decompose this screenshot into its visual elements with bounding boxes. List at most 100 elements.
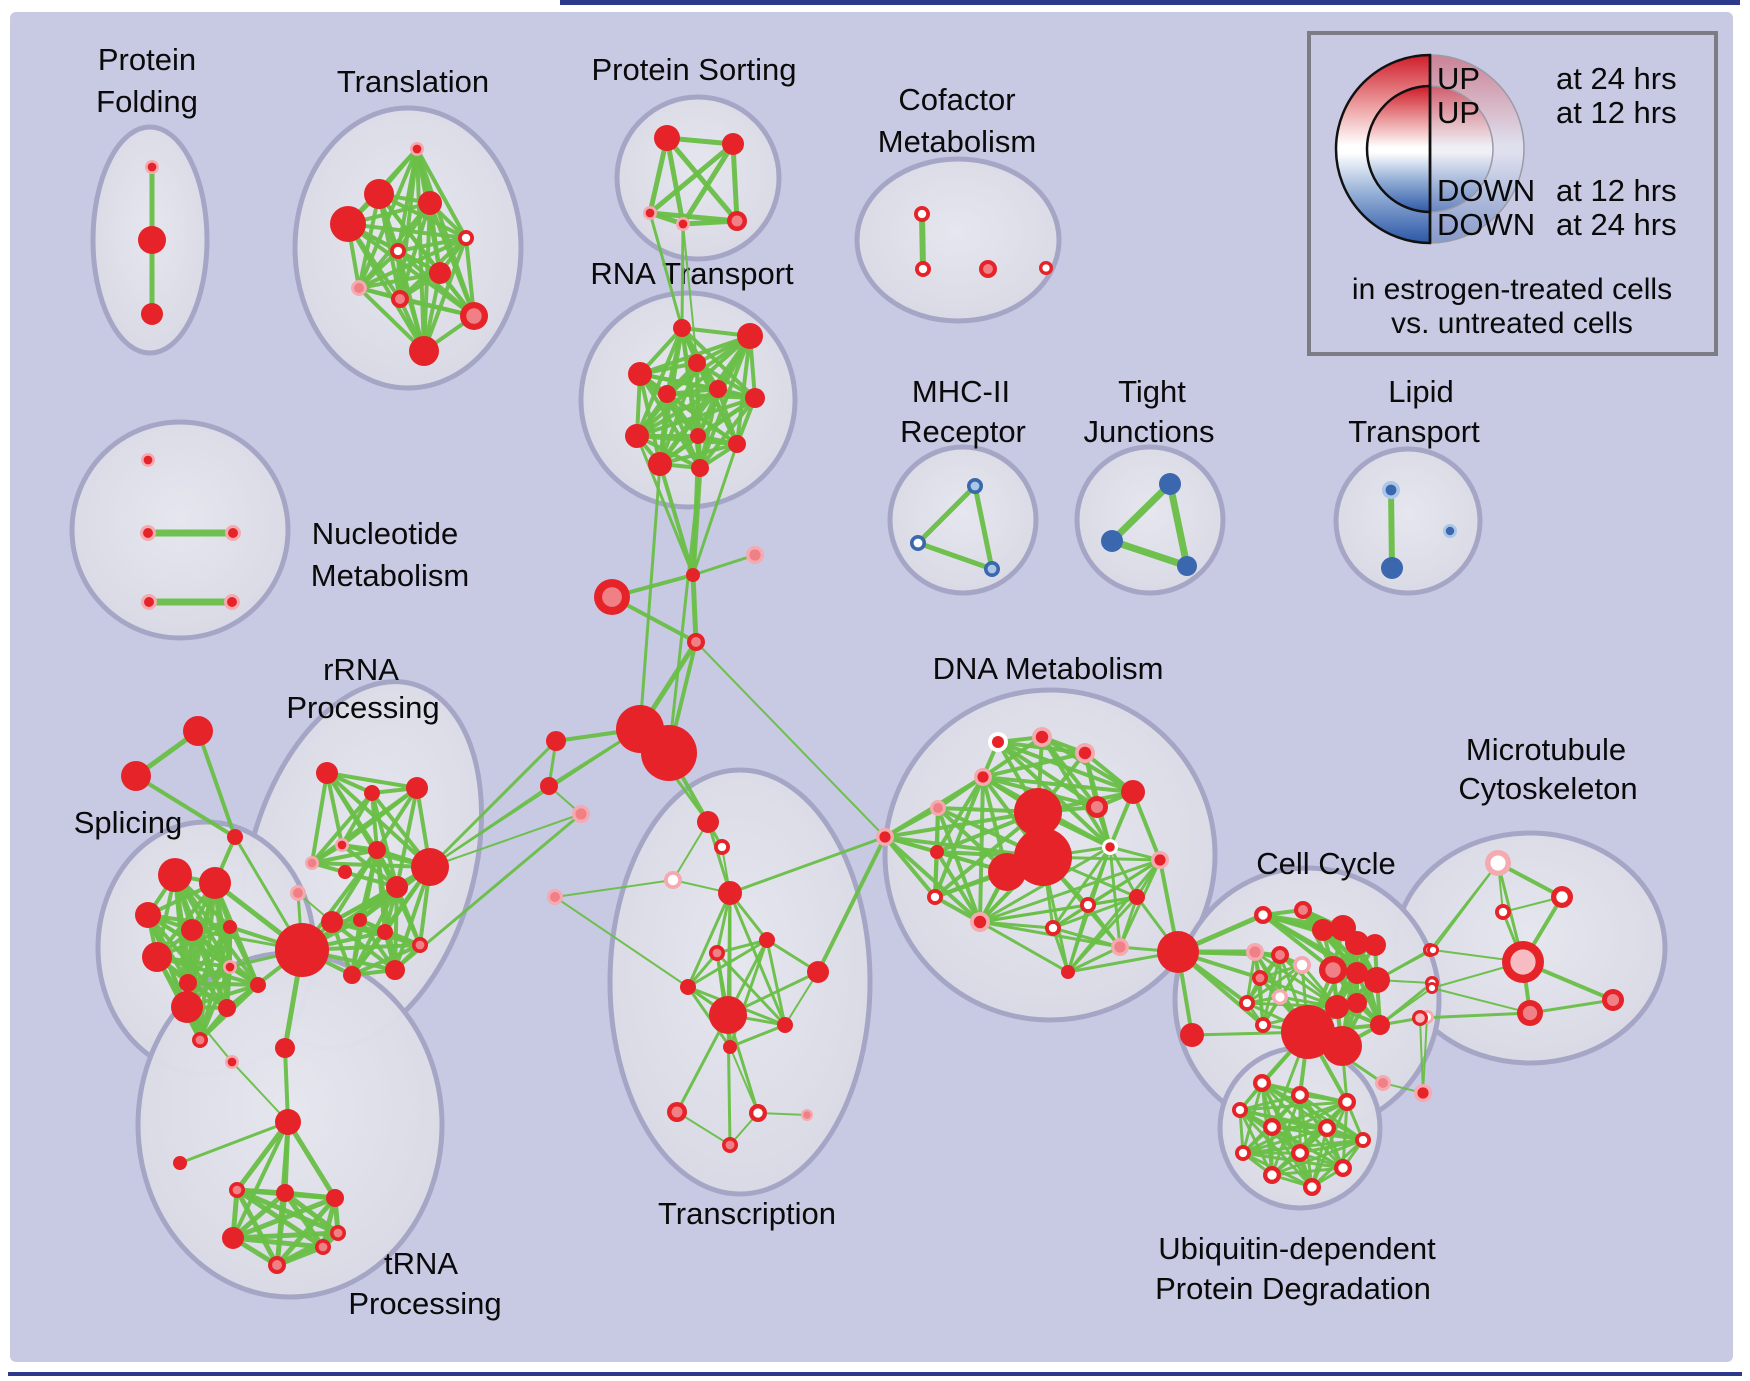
edge [1108, 537, 1191, 570]
node-outer-ring [718, 881, 742, 905]
network-node [418, 191, 442, 215]
network-node [140, 525, 156, 541]
node-outer-ring [1364, 967, 1390, 993]
network-node [1101, 530, 1123, 552]
node-outer-ring [1159, 473, 1181, 495]
network-node [1347, 993, 1367, 1013]
edge [554, 879, 674, 898]
edge [664, 135, 686, 227]
edge [230, 1190, 288, 1241]
node-outer-ring [988, 853, 1026, 891]
network-node [275, 1109, 301, 1135]
node-inner-core [1105, 842, 1115, 852]
node-inner-core [307, 858, 317, 868]
node-inner-core [1338, 1163, 1348, 1173]
node-inner-core [1242, 998, 1252, 1008]
node-outer-ring [368, 841, 386, 859]
edge [981, 735, 1044, 779]
network-node [390, 243, 406, 259]
network-node [547, 889, 563, 905]
node-outer-ring [688, 354, 706, 372]
node-inner-core [466, 308, 482, 324]
node-outer-ring [330, 206, 366, 242]
edge [1431, 987, 1531, 1014]
edge [981, 775, 1135, 794]
node-inner-core [1078, 746, 1092, 760]
node-outer-ring [181, 919, 203, 941]
cluster-label-splicing-line1: Splicing [74, 805, 183, 840]
cluster-label-mhc-ii-receptor-line2: Receptor [900, 414, 1026, 449]
edge [933, 775, 985, 899]
node-outer-ring [1121, 780, 1145, 804]
node-inner-core [1296, 959, 1308, 971]
network-node [1375, 1075, 1391, 1091]
network-node [915, 261, 931, 277]
node-inner-core [1048, 923, 1058, 933]
network-node [412, 937, 428, 953]
node-outer-ring [723, 1040, 737, 1054]
cluster-label-ubiquitin-degradation-line1: Ubiquitin-dependent [1158, 1231, 1436, 1266]
edge [1270, 1138, 1365, 1177]
network-node [227, 829, 243, 845]
node-outer-ring [1014, 788, 1062, 836]
edge [357, 286, 426, 353]
node-outer-ring [1014, 828, 1072, 886]
network-node [225, 525, 241, 541]
node-inner-core [1556, 891, 1568, 903]
network-node [1355, 1132, 1371, 1148]
network-node [1551, 886, 1573, 908]
node-inner-core [1298, 905, 1308, 915]
edge [715, 951, 787, 1027]
edge [395, 786, 419, 889]
node-outer-ring [409, 336, 439, 366]
network-node [1338, 1093, 1356, 1111]
node-inner-core [147, 162, 157, 172]
network-node [223, 920, 237, 934]
legend-footer-line1: in estrogen-treated cells [1352, 273, 1672, 306]
network-node [970, 912, 990, 932]
node-outer-ring [686, 568, 700, 582]
cluster-tight-junctions [1074, 444, 1226, 596]
network-node [218, 999, 236, 1017]
node-outer-ring [1312, 919, 1334, 941]
network-node [429, 262, 451, 284]
legend-time-label-4: at 24 hrs [1556, 207, 1677, 242]
network-node [1485, 850, 1511, 876]
node-outer-ring [121, 761, 151, 791]
node-inner-core [337, 840, 347, 850]
network-node [723, 1040, 737, 1054]
network-node [1281, 1005, 1335, 1059]
node-inner-core [1606, 993, 1620, 1007]
legend-direction-label-4: DOWN [1437, 207, 1535, 242]
legend-direction-label-1: UP [1437, 61, 1480, 96]
network-node [391, 290, 409, 308]
network-node [988, 732, 1008, 752]
node-outer-ring [690, 428, 706, 444]
edge [765, 938, 787, 1027]
network-node [728, 435, 746, 453]
network-node [173, 1156, 187, 1170]
node-outer-ring [648, 452, 672, 476]
edge [672, 821, 709, 881]
edge [680, 222, 685, 330]
node-inner-core [1429, 946, 1437, 954]
network-node [1151, 851, 1169, 869]
node-outer-ring [1281, 1005, 1335, 1059]
network-node [290, 885, 306, 901]
edge [915, 540, 995, 572]
network-node [1263, 1166, 1281, 1184]
node-outer-ring [158, 858, 192, 892]
network-node [1414, 1084, 1432, 1102]
network-node [364, 179, 394, 209]
network-node [1364, 934, 1386, 956]
edge [274, 1195, 338, 1268]
node-inner-core [1249, 946, 1261, 958]
network-node [326, 1189, 344, 1207]
network-node [1129, 889, 1145, 905]
network-node [364, 785, 380, 801]
edge [1066, 895, 1139, 974]
node-inner-core [667, 874, 679, 886]
node-inner-core [1307, 1182, 1317, 1192]
edge [231, 1061, 289, 1123]
network-node [680, 979, 696, 995]
